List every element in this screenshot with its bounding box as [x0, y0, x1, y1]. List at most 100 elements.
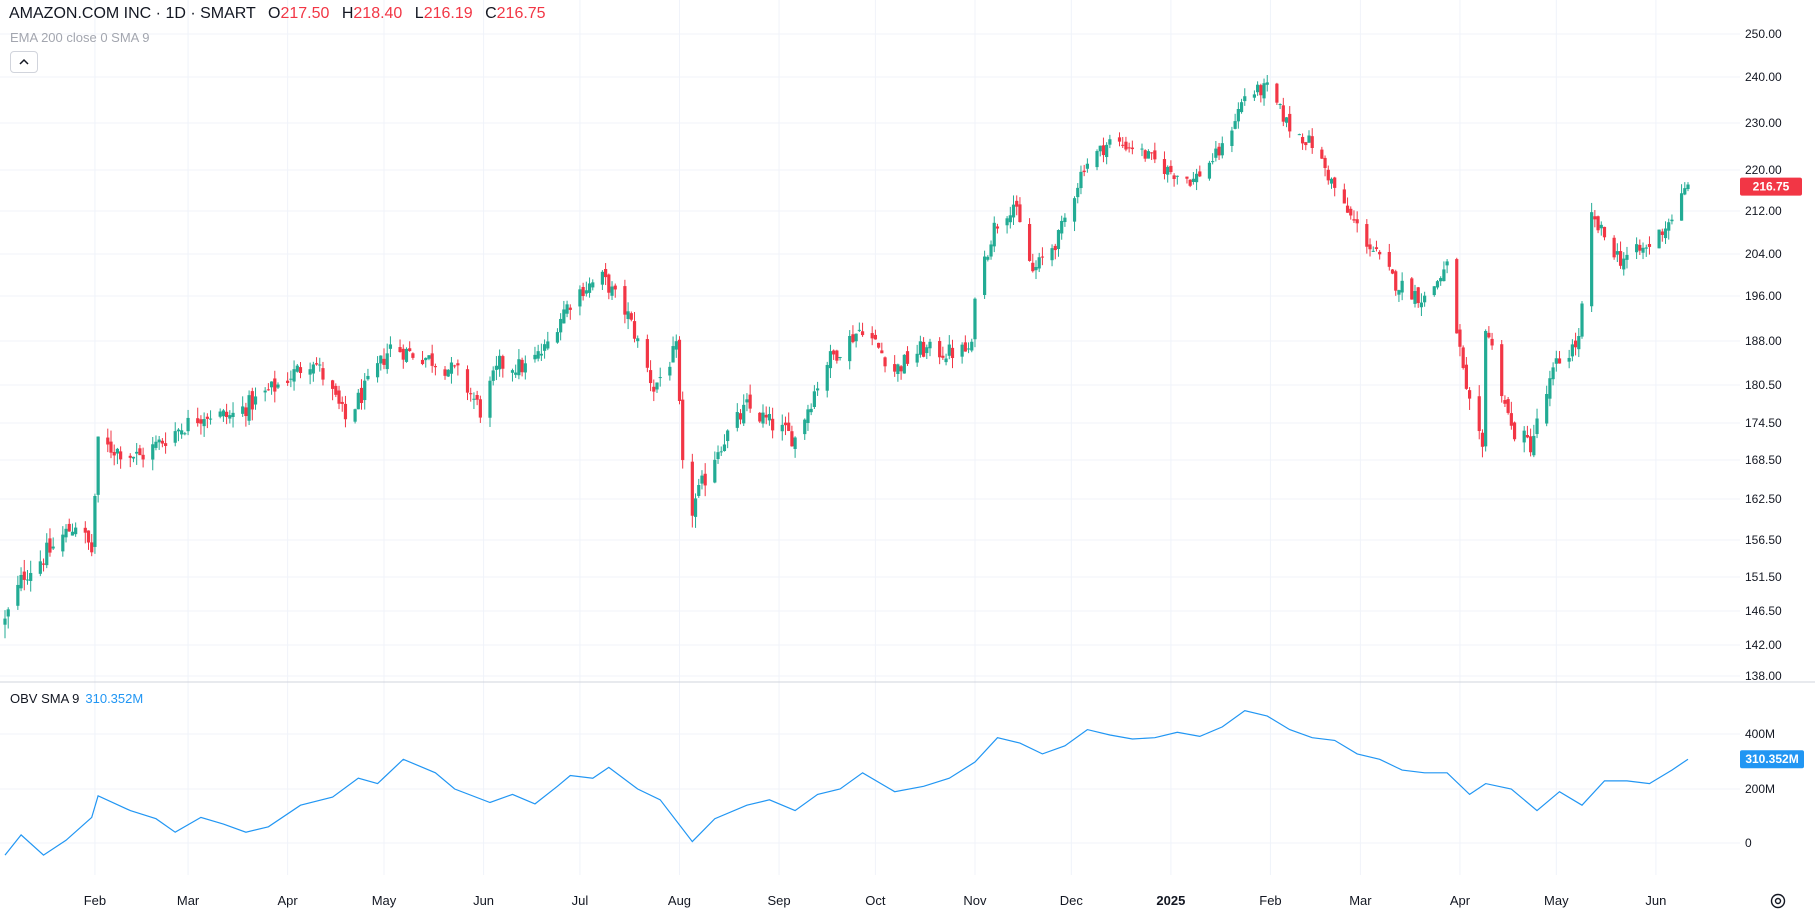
candle-body [449, 362, 454, 374]
candle-body [1686, 184, 1690, 190]
time-axis[interactable]: Feb Mar Apr May Jun Jul Aug Sep Oct Nov Dec 2025 Feb… [84, 893, 1667, 908]
candle-body [645, 339, 649, 368]
candle-body [218, 411, 222, 417]
candle-body [652, 386, 656, 392]
last-price-label: 216.75 [1753, 180, 1790, 194]
candle-body [363, 380, 367, 401]
candlesticks [3, 74, 1690, 639]
candle-body [173, 431, 177, 443]
candle-body [562, 309, 566, 324]
candle-body [1509, 413, 1513, 426]
candle-body [1304, 142, 1308, 146]
candle-body [1175, 175, 1179, 177]
candle-body [331, 380, 335, 389]
candle-body [131, 456, 136, 459]
candle-body [658, 377, 662, 379]
low-label: L [414, 5, 424, 22]
candle-body [825, 365, 829, 391]
candle-body [1082, 170, 1086, 173]
candle-body [1532, 435, 1536, 456]
close-value: 216.75 [496, 5, 546, 22]
candle-body [1169, 165, 1173, 173]
candle-body [928, 341, 932, 349]
candle-body [64, 528, 68, 538]
time-tick-label: Jun [473, 893, 494, 908]
candle-body [286, 380, 290, 383]
last-price-tag [1740, 177, 1802, 196]
candle-body [713, 459, 717, 483]
candle-body [1487, 332, 1491, 338]
candle-body [1570, 344, 1574, 357]
candle-body [356, 392, 360, 410]
candle-body [1667, 222, 1671, 231]
candle-body [176, 429, 181, 432]
obv-sma-line [4, 710, 1689, 856]
candle-body [668, 366, 672, 376]
candle-body [443, 369, 447, 376]
candle-body [494, 365, 499, 370]
candle-body [1679, 193, 1684, 221]
candle-body [748, 394, 752, 409]
candle-body [761, 412, 765, 424]
candle-body [623, 286, 627, 315]
candle-body [832, 350, 836, 355]
candle-body [38, 561, 42, 574]
candle-body [19, 574, 23, 589]
candle-body [1284, 117, 1289, 123]
candle-body [1329, 178, 1334, 184]
candle-body [902, 354, 906, 374]
indicator-legend[interactable]: EMA 200 close 0 SMA 9 [10, 30, 150, 45]
candle-body [938, 340, 942, 358]
candle-body [1060, 220, 1064, 234]
candle-body [1657, 229, 1661, 249]
candle-body [247, 395, 251, 421]
obv-legend[interactable]: OBV SMA 9 310.352M [10, 691, 143, 706]
candle-body [1670, 219, 1674, 222]
candle-body [1098, 145, 1102, 152]
time-tick-label: Feb [84, 893, 106, 908]
candle-body [1467, 390, 1472, 399]
time-tick-label: Jun [1645, 893, 1666, 908]
gear-icon[interactable] [1768, 891, 1788, 911]
price-axis[interactable]: 250.00 240.00 230.00 220.00 212.00 204.00 196.… [1740, 27, 1804, 850]
candle-body [498, 355, 502, 370]
collapse-legend-button[interactable] [10, 51, 38, 73]
candle-body [1416, 287, 1420, 304]
candle-body [1371, 250, 1375, 252]
candle-body [29, 572, 33, 581]
candle-body [918, 341, 922, 355]
high-value: 218.40 [353, 5, 403, 22]
candle-body [1320, 149, 1324, 159]
candle-body [880, 350, 884, 354]
candle-body [1397, 290, 1401, 295]
candle-body [379, 355, 383, 364]
candle-body [591, 282, 595, 288]
candle-body [424, 357, 428, 361]
candle-body [61, 534, 65, 552]
candle-body [1593, 216, 1597, 220]
candle-body [992, 222, 996, 247]
candle-body [205, 416, 209, 419]
candle-body [1413, 291, 1417, 304]
candle-body [1243, 96, 1247, 102]
price-tick-label: 180.50 [1745, 378, 1782, 392]
candle-body [1259, 85, 1263, 96]
candle-body [559, 318, 563, 333]
candle-body [427, 355, 431, 359]
candle-body [758, 412, 762, 422]
time-tick-label: May [1544, 893, 1569, 908]
candle-body [568, 307, 572, 310]
candle-body [1635, 244, 1639, 253]
candle-body [469, 393, 473, 395]
candle-body [806, 409, 810, 424]
candle-body [944, 358, 948, 363]
candle-body [183, 433, 187, 435]
candle-body [404, 348, 409, 362]
candle-body [520, 359, 524, 373]
candle-body [491, 370, 495, 381]
candle-body [1124, 141, 1128, 150]
price-tick-label: 196.00 [1745, 289, 1782, 303]
candle-body [45, 542, 49, 566]
candle-body [1031, 262, 1035, 272]
